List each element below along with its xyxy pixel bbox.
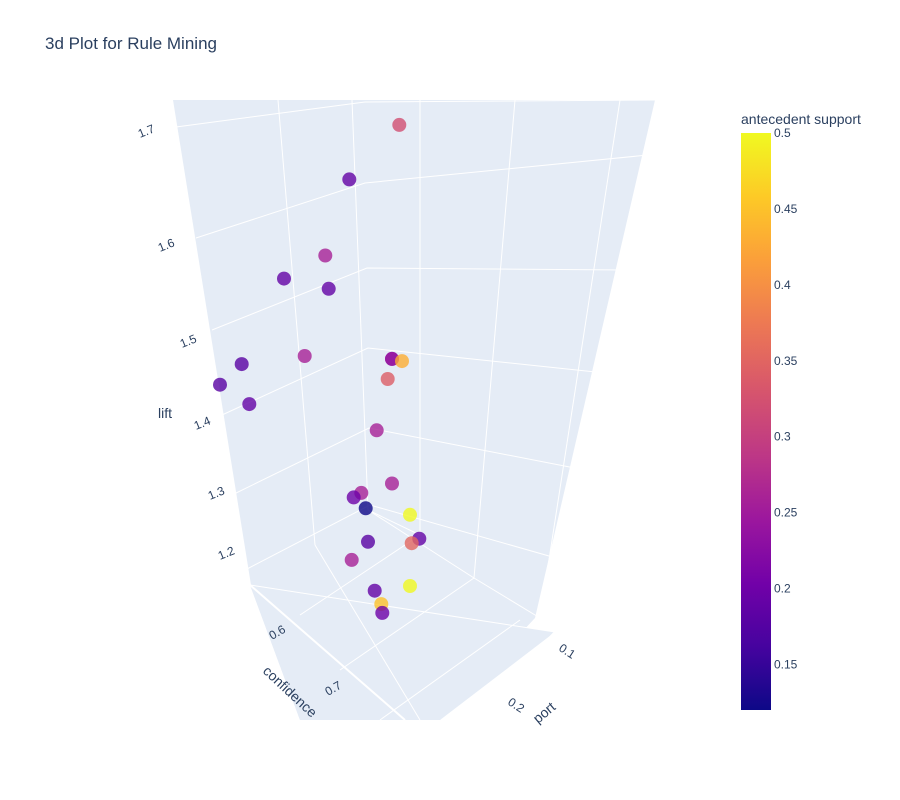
z-tick-1.6: 1.6 (156, 235, 177, 254)
x-tick-0.1: 0.1 (556, 641, 578, 662)
colorbar-title: antecedent support (741, 111, 861, 127)
z-tick-1.4: 1.4 (192, 413, 213, 432)
data-point-4[interactable] (213, 377, 227, 392)
colorbar-gradient (741, 133, 771, 710)
data-point-26[interactable] (375, 605, 390, 620)
colorbar-tick-5: 0.4 (774, 278, 791, 292)
z-tick-1.7: 1.7 (136, 121, 157, 140)
data-point-18[interactable] (358, 501, 373, 516)
z-tick-1.5: 1.5 (178, 331, 199, 350)
x-tick-0.2: 0.2 (505, 695, 527, 716)
points-layer (213, 117, 427, 620)
z-tick-1.2: 1.2 (216, 543, 237, 562)
chart-title: 3d Plot for Rule Mining (45, 34, 217, 53)
data-point-8[interactable] (242, 397, 257, 412)
data-point-24[interactable] (367, 583, 382, 598)
data-point-12[interactable] (380, 372, 395, 386)
data-point-22[interactable] (344, 552, 359, 567)
colorbar-tick-7: 0.5 (774, 126, 791, 140)
data-point-5[interactable] (234, 357, 249, 372)
colorbar-tick-1: 0.2 (774, 582, 791, 596)
data-point-3[interactable] (277, 271, 291, 286)
data-point-17[interactable] (346, 490, 361, 505)
data-point-14[interactable] (369, 423, 384, 438)
data-point-2[interactable] (318, 248, 333, 263)
z-axis-title: lift (158, 405, 172, 421)
z-axis-ticks: 1.2 1.3 1.4 1.5 1.6 1.7 (136, 121, 237, 562)
colorbar[interactable]: antecedent support 0.15 0.2 0.25 0.3 0.35 0.4… (741, 111, 861, 710)
data-point-13[interactable] (403, 507, 417, 522)
data-point-23[interactable] (403, 579, 417, 593)
colorbar-tick-3: 0.3 (774, 430, 791, 444)
z-tick-1.3: 1.3 (206, 483, 227, 502)
colorbar-tick-0: 0.15 (774, 657, 798, 671)
colorbar-ticks: 0.15 0.2 0.25 0.3 0.35 0.4 0.45 0.5 (774, 126, 798, 671)
data-point-15[interactable] (385, 476, 399, 491)
colorbar-tick-2: 0.25 (774, 506, 798, 520)
data-point-7[interactable] (297, 349, 312, 363)
data-point-0[interactable] (392, 117, 407, 132)
colorbar-tick-6: 0.45 (774, 202, 798, 216)
data-point-21[interactable] (361, 534, 375, 549)
floor-pane (250, 585, 555, 720)
back-wall-pane (172, 100, 655, 720)
data-point-9[interactable] (395, 354, 409, 369)
x-axis-title: port (530, 698, 559, 726)
data-point-20[interactable] (404, 536, 419, 551)
scene (171, 99, 656, 720)
colorbar-tick-4: 0.35 (774, 354, 798, 368)
data-point-6[interactable] (321, 281, 336, 296)
axis-edges (171, 99, 556, 720)
data-point-1[interactable] (342, 172, 357, 187)
